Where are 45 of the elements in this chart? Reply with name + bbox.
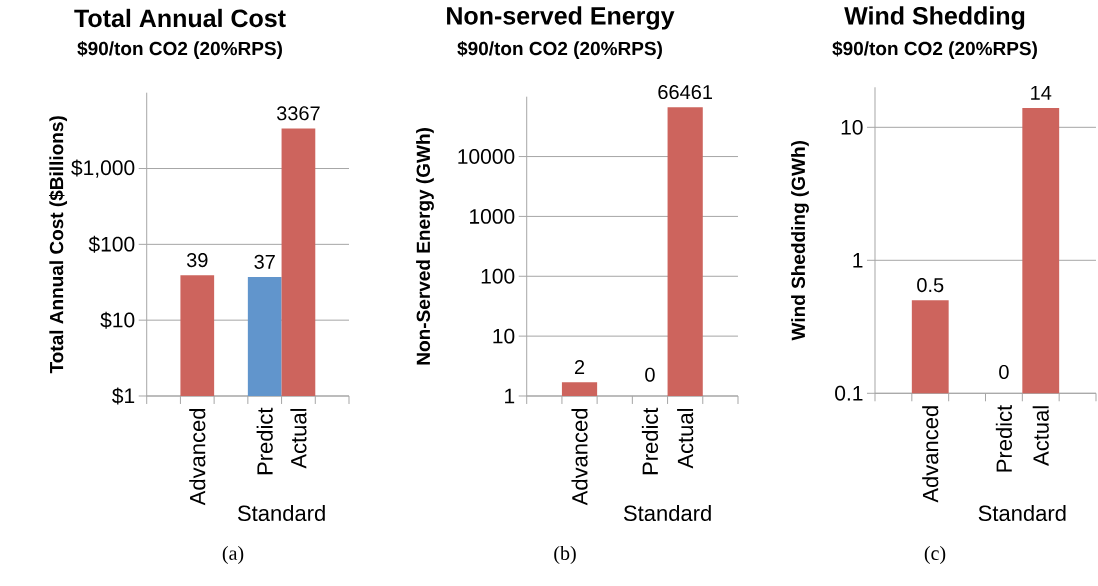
x-tick-label: Predict [256, 407, 273, 475]
text: (c) [924, 545, 946, 565]
chart-title: Total Annual Cost [74, 8, 286, 28]
y-tick-label: 10 [841, 119, 863, 135]
text: (b) [554, 545, 576, 565]
y-tick-label: $1 [112, 387, 135, 405]
y-axis-title: Wind Shedding (GWh) [791, 141, 809, 341]
text: 0 [999, 364, 1009, 380]
x-tick-label: Actual [1032, 406, 1049, 466]
x-tick-label: Actual [677, 408, 694, 469]
text: (a) [222, 545, 244, 565]
x-tick-label: Advanced [922, 406, 939, 503]
x-tick-label: Actual [290, 408, 307, 469]
y-axis-title: Total Annual Cost ($Billions) [48, 116, 68, 374]
chart-subtitle: $90/ton CO2 (20%RPS) [832, 40, 1037, 60]
y-tick-label: 1 [505, 388, 515, 404]
text: Standard [978, 504, 1066, 522]
y-tick-label: $1,000 [71, 159, 135, 178]
chart-title: Non-served Energy [447, 6, 675, 30]
x-tick-label: Predict [641, 407, 659, 475]
text: Standard [623, 504, 711, 522]
y-tick-label: $10 [100, 311, 135, 329]
y-tick-label: 10000 [458, 149, 515, 164]
chart-subtitle: $90/ton CO2 (20%RPS) [457, 40, 662, 60]
data-label: 3367 [276, 106, 320, 121]
data-label: 37 [254, 254, 275, 269]
data-label: 2 [574, 360, 585, 374]
y-tick-label: 100 [481, 268, 515, 284]
x-tick-label: Predict [995, 404, 1012, 472]
data-label: 14 [1031, 85, 1052, 100]
chart-subtitle: $90/ton CO2 (20%RPS) [77, 40, 282, 60]
y-tick-label: 1000 [470, 208, 515, 224]
chart-title: Wind Shedding [844, 6, 1025, 30]
y-tick-label: $100 [88, 235, 135, 253]
y-tick-label: 0.1 [835, 385, 863, 401]
data-label: 39 [186, 253, 208, 268]
y-axis-title: Non-Served Energy (GWh) [416, 128, 434, 365]
data-label: 66461 [658, 84, 712, 100]
y-tick-label: 1 [853, 253, 863, 268]
x-tick-label: Advanced [189, 408, 206, 506]
x-tick-label: Advanced [571, 408, 588, 506]
data-label: 0.5 [917, 277, 944, 293]
y-tick-label: 10 [493, 328, 515, 344]
text: Standard [237, 504, 325, 522]
text: 0 [645, 367, 655, 382]
